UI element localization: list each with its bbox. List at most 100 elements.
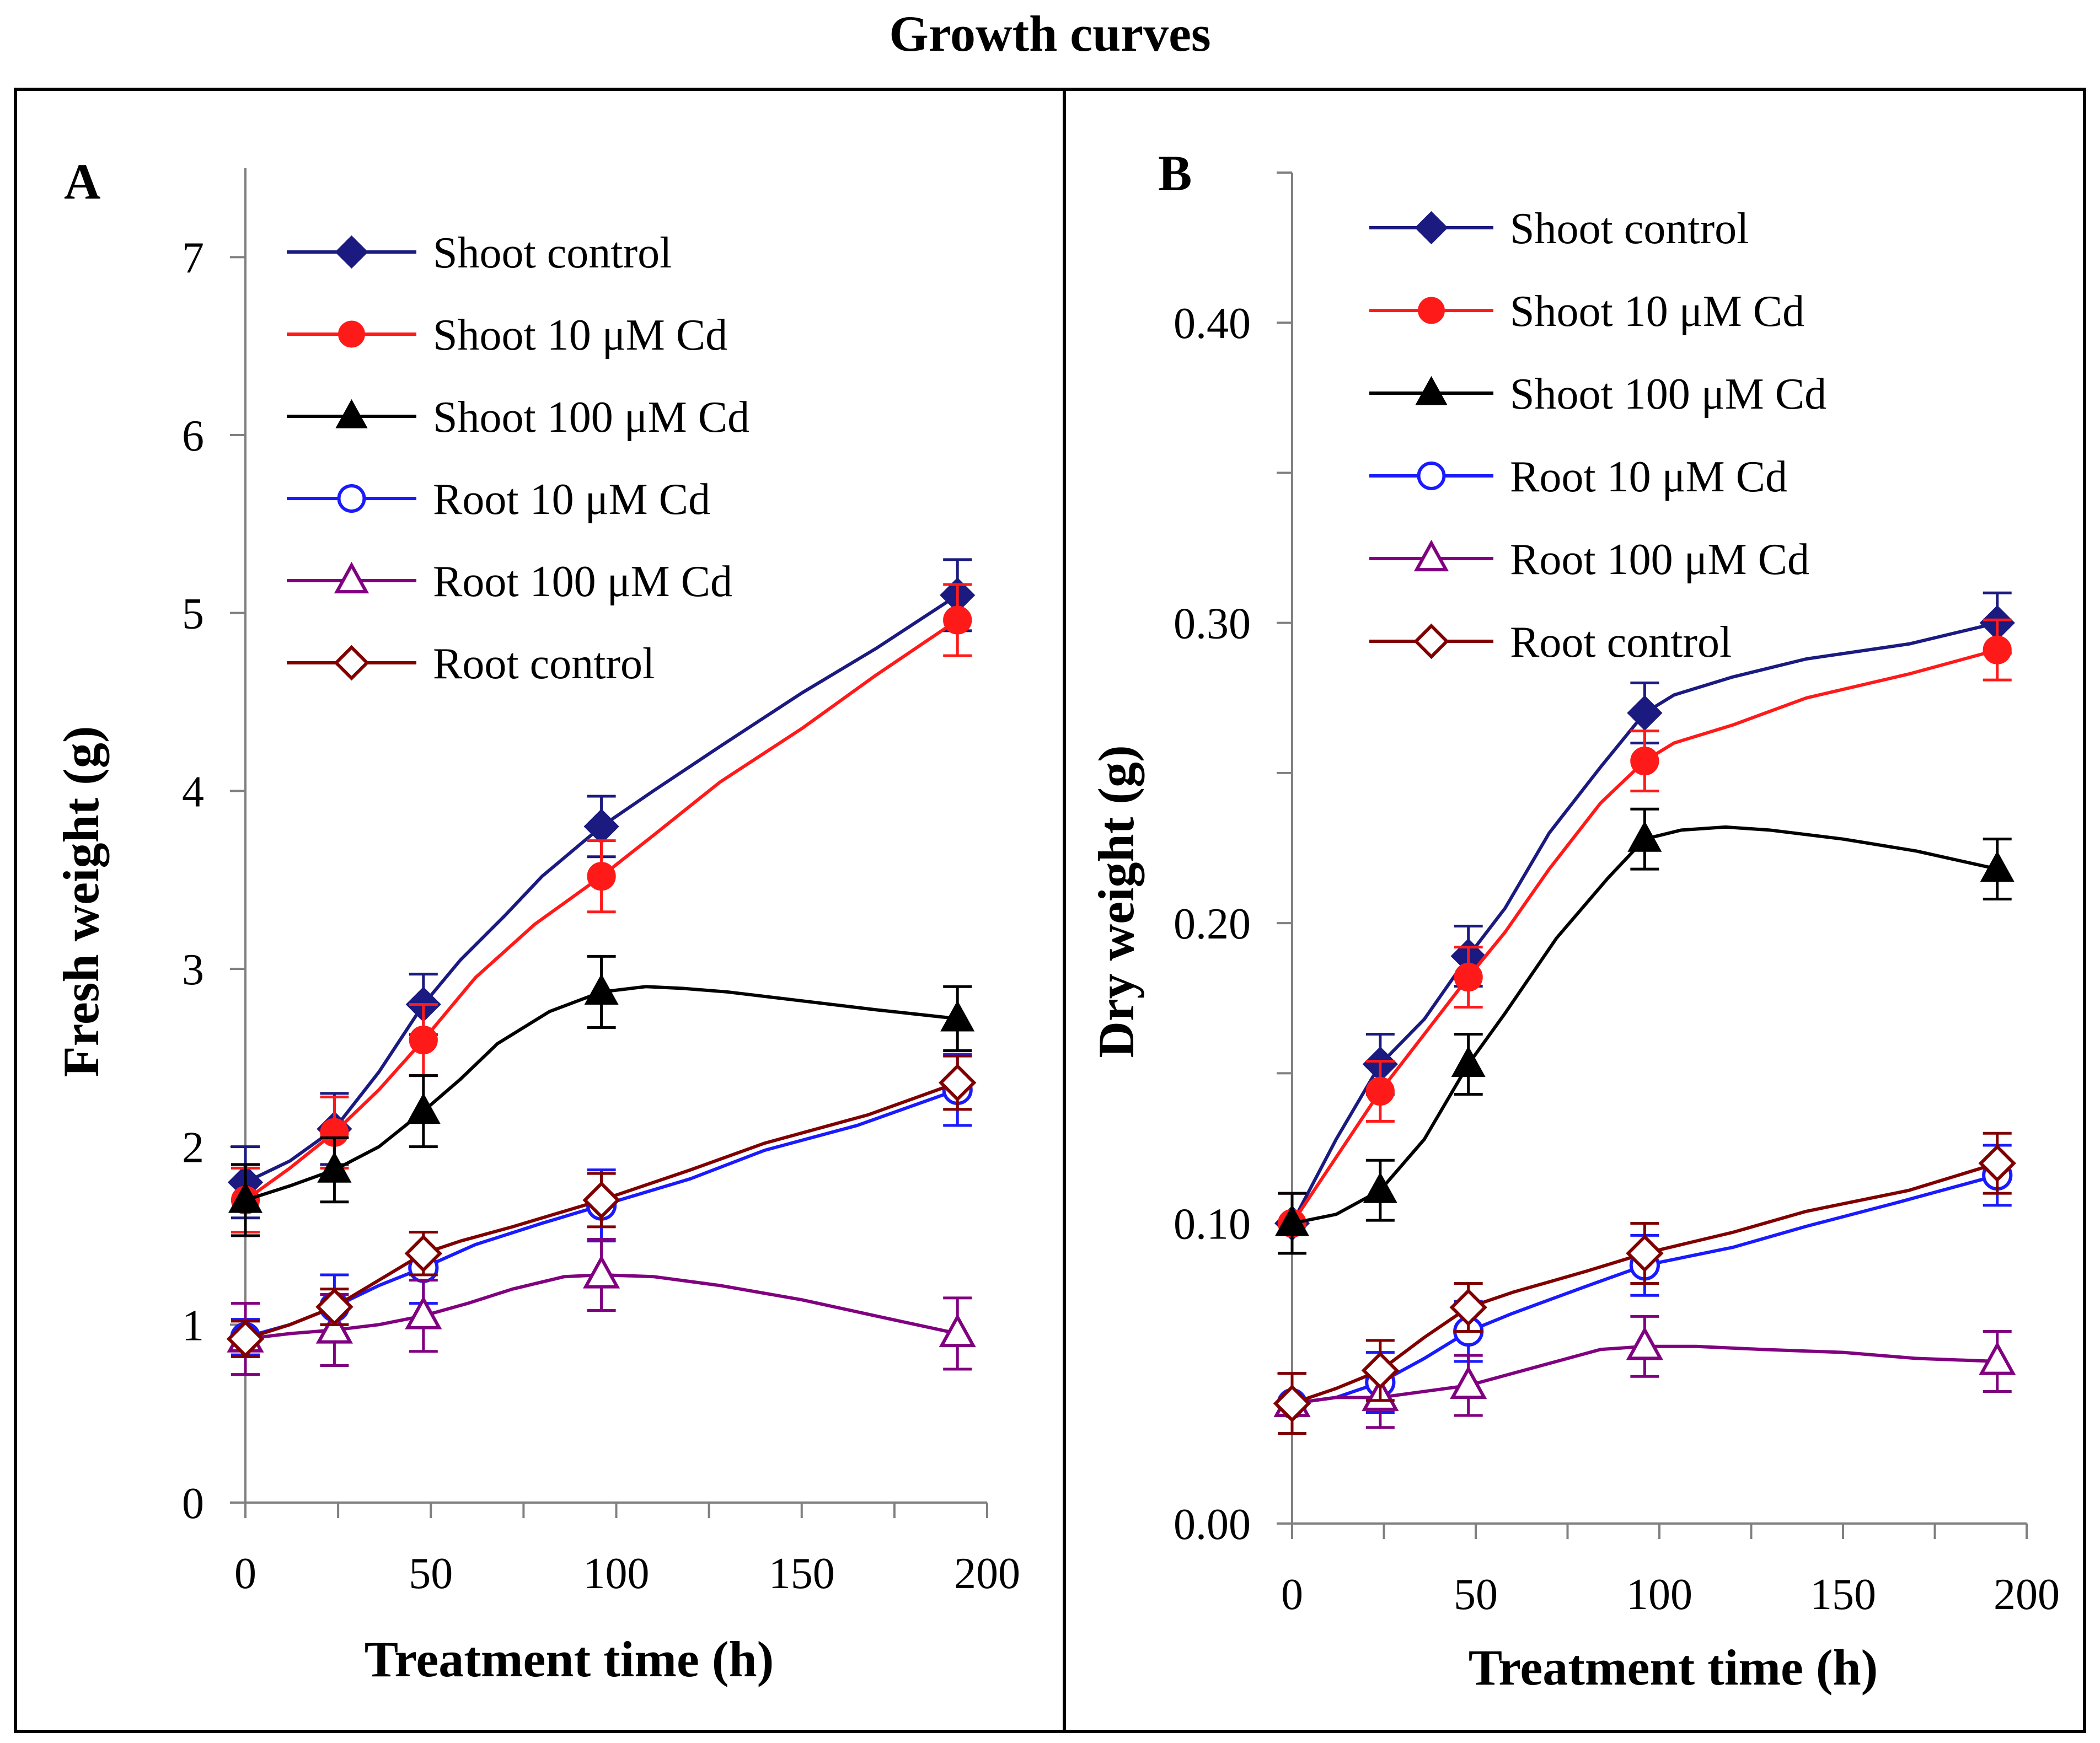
panel-b-legend-marker <box>1415 376 1448 405</box>
panel-a-chart: A Fresh weight (g) Treatment time (h) 0 5… <box>53 153 1020 1687</box>
panel-a-x-tick-label: 50 <box>409 1549 453 1598</box>
panel-a-legend-marker <box>334 645 369 681</box>
panel-a-data-point <box>583 1254 620 1289</box>
panel-b-data-point <box>1980 851 2015 882</box>
panel-a-data-point <box>315 1310 353 1344</box>
panel-b-legend-label: Root 100 μM Cd <box>1510 535 1809 584</box>
panel-a-data-point <box>405 1295 442 1329</box>
panel-a-data-point <box>226 1320 265 1358</box>
panel-b-legend-marker <box>1418 297 1445 324</box>
panel-a-data-point <box>315 1288 353 1326</box>
panel-a-legend-entry: Shoot 100 μM Cd <box>287 393 749 442</box>
panel-a-data-point <box>587 862 616 891</box>
panel-a-legend-marker <box>334 561 369 594</box>
panel-b-legend-label: Shoot 10 μM Cd <box>1510 287 1804 336</box>
panel-a-legend-entry: Root 100 μM Cd <box>287 557 732 606</box>
panel-a-legend-entry: Shoot control <box>287 229 672 277</box>
panel-a-data-point <box>584 973 619 1005</box>
panel-b-data-point <box>1454 963 1483 992</box>
panel-b-data-point <box>1627 695 1663 731</box>
panel-b-legend-label: Shoot 100 μM Cd <box>1510 370 1826 419</box>
figure-title: Growth curves <box>889 6 1211 62</box>
panel-a-data-point <box>228 1182 263 1213</box>
panel-a-y-axis-label: Fresh weight (g) <box>53 726 109 1077</box>
panel-b-label: B <box>1158 145 1192 201</box>
panel-b-y-tick-label: 0.10 <box>1174 1200 1251 1249</box>
panel-b-y-axis-label: Dry weight (g) <box>1088 745 1144 1058</box>
panel-a-data-point <box>404 1235 443 1273</box>
panel-a-legend-entry: Root control <box>287 640 655 688</box>
panel-b-data-point <box>1983 635 2012 664</box>
panel-b-data-point <box>1273 1384 1311 1423</box>
panel-b-x-tick-label: 100 <box>1626 1570 1692 1619</box>
panel-a-y-tick-label: 5 <box>182 590 204 639</box>
panel-b-x-axis-label: Treatment time (h) <box>1469 1639 1878 1696</box>
panel-a-legend-label: Root 100 μM Cd <box>433 557 732 606</box>
panel-a-legend-entry: Shoot 10 μM Cd <box>287 311 727 360</box>
panel-b-y-tick-label: 0.20 <box>1174 900 1251 948</box>
panel-b-legend-entry: Shoot 10 μM Cd <box>1369 287 1804 336</box>
panel-b-legend-label: Root 10 μM Cd <box>1510 453 1787 501</box>
panel-a-series-6 <box>226 1054 977 1358</box>
panel-a-series-line <box>245 985 958 1202</box>
panel-b-legend-label: Root control <box>1510 618 1732 667</box>
panel-a-x-tick-label: 200 <box>954 1549 1020 1598</box>
panel-a-legend-label: Root 10 μM Cd <box>433 475 710 524</box>
panel-b-legend-marker <box>1415 211 1448 245</box>
panel-b-data-point <box>1449 1288 1487 1327</box>
panel-a-x-axis-label: Treatment time (h) <box>365 1631 774 1687</box>
panel-b-data-point <box>1361 1352 1400 1390</box>
panel-b-data-point <box>1978 1144 2016 1182</box>
panel-a-data-point <box>409 1025 438 1055</box>
panel-b-x-tick-label: 50 <box>1454 1570 1498 1619</box>
panel-a-y-tick-label: 2 <box>182 1124 204 1172</box>
panel-a-legend-label: Shoot 100 μM Cd <box>433 393 749 442</box>
panel-b-data-point <box>1630 747 1659 776</box>
panel-b-legend-entry: Root 100 μM Cd <box>1369 535 1809 584</box>
panel-a-data-point <box>938 1064 977 1102</box>
panel-a-data-point <box>406 1093 441 1124</box>
panel-b-legend-entry: Shoot control <box>1369 205 1749 253</box>
panel-a-y-tick-label: 4 <box>182 768 204 816</box>
panel-a-legend-label: Root control <box>433 640 655 688</box>
panel-b-y-tick-label: 0.00 <box>1174 1500 1251 1549</box>
panel-a-legend-marker <box>338 320 365 348</box>
panel-a-x-tick-label: 0 <box>234 1549 256 1598</box>
panel-b-chart: B Dry weight (g) Treatment time (h) 0 50 1… <box>1088 145 2060 1696</box>
panel-a-legend-entry: Root 10 μM Cd <box>287 475 710 524</box>
panel-b-series-line <box>1292 825 1998 1225</box>
panel-b-data-point <box>1451 1045 1486 1077</box>
panel-a-x-tick-label: 100 <box>583 1549 650 1598</box>
panel-b-legend-entry: Shoot 100 μM Cd <box>1369 370 1826 419</box>
panel-b-data-point <box>1626 1234 1664 1273</box>
panel-b-series-6 <box>1273 1131 2016 1435</box>
panel-b-data-point <box>1450 1365 1487 1399</box>
outer-frame <box>14 88 2086 1733</box>
panel-b-legend-marker <box>1413 539 1449 572</box>
panel-a-label: A <box>64 153 100 210</box>
panel-b-x-tick-label: 0 <box>1281 1570 1303 1619</box>
panel-b-series-3 <box>1274 807 2015 1255</box>
panel-b-data-point <box>1365 1076 1395 1106</box>
panel-a-x-tick-label: 150 <box>769 1549 835 1598</box>
panel-b-legend-entry: Root 10 μM Cd <box>1369 453 1787 501</box>
panel-a-data-point <box>317 1151 352 1183</box>
panel-b-legend-marker <box>1413 623 1449 659</box>
panel-b-data-point <box>1274 1205 1310 1236</box>
panel-a-legend-marker <box>335 399 368 428</box>
panel-a-data-point <box>943 605 972 635</box>
panel-b-data-point <box>1626 1326 1663 1360</box>
panel-b-x-tick-label: 200 <box>1994 1570 2060 1619</box>
panel-a-legend-marker <box>337 484 366 513</box>
panel-a-y-tick-label: 7 <box>182 234 204 282</box>
panel-b-data-point <box>1363 1172 1397 1203</box>
panel-a-data-point <box>582 1181 620 1219</box>
panel-b-legend-label: Shoot control <box>1510 205 1749 253</box>
panel-a-legend-marker <box>335 235 368 269</box>
panel-b-x-tick-label: 150 <box>1810 1570 1876 1619</box>
panel-b-data-point <box>1979 1341 2016 1375</box>
panel-a-data-point <box>939 1313 976 1348</box>
panel-b-data-point <box>1627 820 1662 852</box>
panel-a-y-tick-label: 3 <box>182 946 204 994</box>
